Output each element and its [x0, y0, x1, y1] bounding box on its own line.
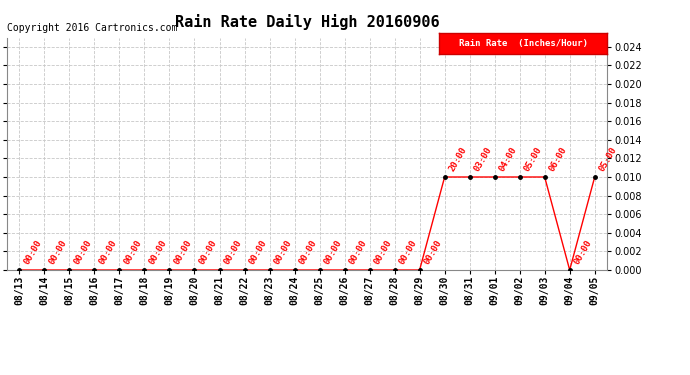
Text: 00:00: 00:00 [222, 238, 244, 266]
Text: 00:00: 00:00 [322, 238, 344, 266]
Text: 00:00: 00:00 [247, 238, 268, 266]
Text: 00:00: 00:00 [297, 238, 319, 266]
Text: 00:00: 00:00 [22, 238, 43, 266]
Text: 00:00: 00:00 [573, 238, 593, 266]
Text: 06:00: 06:00 [547, 145, 569, 173]
Text: 00:00: 00:00 [172, 238, 193, 266]
Text: 04:00: 04:00 [497, 145, 519, 173]
Text: 03:00: 03:00 [473, 145, 493, 173]
Text: 00:00: 00:00 [122, 238, 144, 266]
Text: 00:00: 00:00 [97, 238, 119, 266]
Text: 00:00: 00:00 [197, 238, 219, 266]
Text: 05:00: 05:00 [522, 145, 544, 173]
Text: 00:00: 00:00 [373, 238, 393, 266]
Title: Rain Rate Daily High 20160906: Rain Rate Daily High 20160906 [175, 14, 440, 30]
Text: 20:00: 20:00 [447, 145, 469, 173]
Text: 00:00: 00:00 [422, 238, 444, 266]
Text: 00:00: 00:00 [147, 238, 168, 266]
Text: 00:00: 00:00 [47, 238, 68, 266]
Text: 05:00: 05:00 [598, 145, 619, 173]
Text: 00:00: 00:00 [347, 238, 368, 266]
Text: 00:00: 00:00 [72, 238, 93, 266]
Text: Copyright 2016 Cartronics.com: Copyright 2016 Cartronics.com [7, 23, 177, 33]
Text: 00:00: 00:00 [397, 238, 419, 266]
Text: 00:00: 00:00 [273, 238, 293, 266]
